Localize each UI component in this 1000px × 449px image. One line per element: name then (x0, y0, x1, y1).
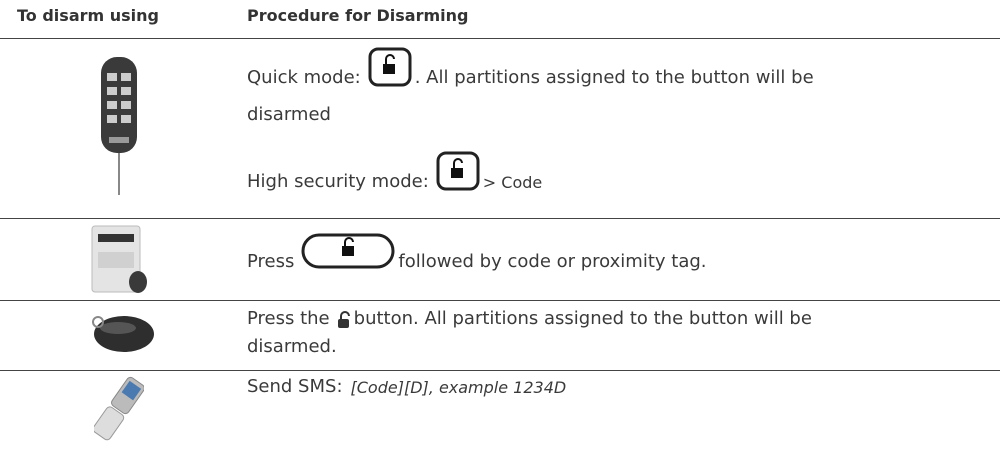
divider (0, 370, 1000, 371)
divider (0, 218, 1000, 219)
text-line: High security mode: > Code (247, 150, 542, 192)
keypad-image (91, 225, 147, 293)
text: Press the (247, 308, 330, 329)
text-line: disarmed. (247, 336, 337, 357)
unlock-icon (436, 151, 480, 191)
divider (0, 300, 1000, 301)
text: Send SMS: (247, 376, 343, 397)
header-cell: Procedure for Disarming (247, 6, 469, 25)
text: button. All partitions assigned to the b… (353, 308, 812, 329)
sms-format: [Code][D], example 1234D (350, 378, 567, 397)
lock-icon (337, 311, 350, 328)
text-line: Send SMS: [Code][D], example 1234D (247, 376, 566, 397)
text: followed by code or proximity tag. (398, 251, 707, 272)
text-line: Press the button. All partitions assigne… (247, 308, 812, 329)
text-line: Quick mode: . All partitions assigned to… (247, 46, 814, 88)
remote-image (101, 57, 137, 195)
unlock-icon (368, 47, 412, 87)
text-line: Press followed by code or proximity tag. (247, 232, 707, 272)
text: > Code (482, 173, 543, 192)
text: Quick mode: (247, 67, 361, 88)
text: disarmed (247, 104, 331, 125)
text: disarmed. (247, 336, 337, 357)
text-line: disarmed (247, 104, 331, 125)
unlock-icon (301, 233, 395, 269)
text: Press (247, 251, 295, 272)
divider (0, 38, 1000, 39)
text: . All partitions assigned to the button … (414, 67, 814, 88)
header-cell: To disarm using (17, 6, 159, 25)
keyfob-image (92, 316, 154, 352)
text: High security mode: (247, 171, 429, 192)
phone-image (94, 376, 144, 441)
